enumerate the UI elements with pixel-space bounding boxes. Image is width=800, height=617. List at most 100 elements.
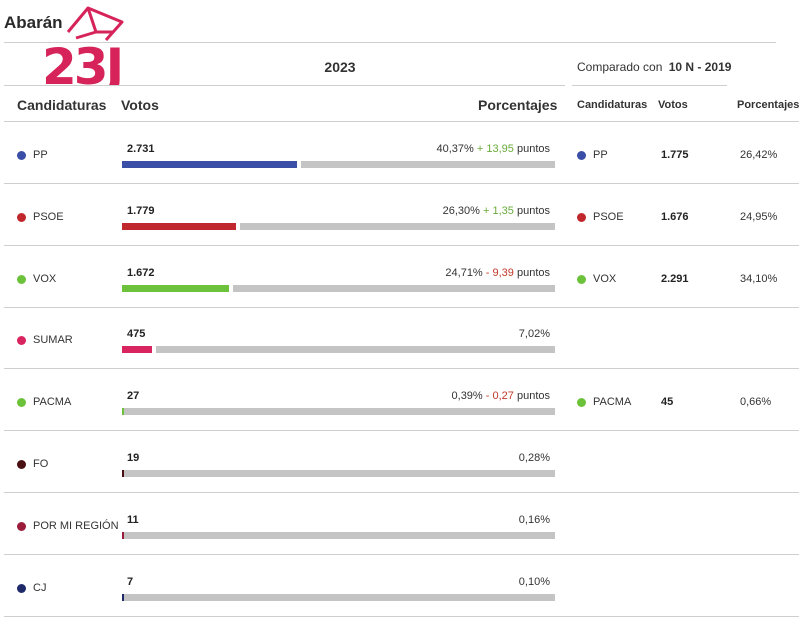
compare-party-percentage: 0,66% (740, 396, 772, 409)
row-divider (4, 306, 799, 308)
percentage-value: 7,02% (518, 328, 550, 341)
party-row: PSOE 1.779 26,30% + 1,35 puntos PSOE 1.676 24… (0, 184, 800, 246)
party-color-dot (17, 151, 26, 160)
compare-party-name: VOX (593, 272, 617, 285)
vote-bar-track (122, 470, 555, 477)
row-divider (4, 553, 799, 555)
title-underline (4, 42, 776, 43)
party-votes: 11 (127, 513, 139, 526)
party-row: PP 2.731 40,37% + 13,95 puntos PP 1.775 26,42… (0, 122, 800, 184)
compare-header-candidaturas: Candidaturas (577, 99, 648, 111)
vote-bar-track (122, 222, 555, 230)
compare-party-votes: 1.676 (661, 210, 689, 223)
svg-text:23J: 23J (42, 38, 121, 86)
vote-bar-fill (122, 222, 236, 230)
party-color-dot (17, 583, 26, 593)
compare-top-line (572, 85, 727, 86)
place-title: Abarán (4, 13, 63, 32)
party-name: FO (33, 458, 49, 470)
compare-party-color-dot (577, 398, 586, 408)
row-divider (4, 183, 799, 184)
percentage-value: 0,39% (451, 390, 483, 403)
party-votes: 2.731 (127, 143, 155, 155)
party-row: FO 19 0,28% (0, 431, 800, 493)
party-color-dot (17, 212, 26, 222)
vote-bar-fill (122, 470, 124, 477)
party-votes: 19 (127, 452, 140, 464)
party-row: PACMA 27 0,39% - 0,27 puntos PACMA 45 0,66% (0, 369, 800, 432)
compare-header-porcentajes: Porcentajes (737, 99, 800, 111)
party-color-dot (17, 460, 26, 469)
party-votes: 1.779 (127, 204, 155, 217)
compare-party-name: PP (593, 149, 608, 161)
party-name: SUMAR (33, 334, 73, 347)
compare-party-name: PACMA (593, 396, 632, 409)
compare-header-votos: Votos (658, 99, 688, 111)
vote-bar-track (122, 531, 555, 539)
party-color-dot (17, 521, 26, 531)
vote-bar-fill (122, 593, 124, 601)
compare-party-votes: 45 (661, 396, 674, 409)
party-percentage: 0,39% - 0,27 puntos (452, 390, 550, 402)
party-row: CJ 7 0,10% (0, 555, 800, 617)
header-bottom-line (4, 121, 799, 122)
compare-party-votes: 2.291 (661, 272, 689, 285)
compare-party-percentage: 26,42% (740, 149, 778, 161)
vote-bar-gap (235, 222, 240, 230)
compare-party-name: PSOE (593, 210, 624, 223)
percentage-delta: + 13,95 (473, 143, 514, 155)
row-divider (4, 615, 799, 617)
row-divider (4, 492, 799, 493)
party-votes: 1.672 (127, 266, 155, 279)
header-candidaturas: Candidaturas (17, 97, 107, 113)
party-name: PP (33, 149, 48, 161)
party-color-dot (17, 274, 26, 284)
party-color-dot (17, 336, 26, 346)
compare-party-votes: 1.775 (661, 149, 689, 161)
party-votes: 27 (127, 390, 140, 403)
percentage-value: 26,30% (442, 204, 480, 217)
percentage-delta: - 0,27 (482, 390, 514, 403)
percentage-value: 0,10% (518, 575, 550, 588)
vote-bar-gap (152, 346, 157, 354)
percentage-value: 0,16% (518, 513, 550, 526)
vote-bar-track (122, 284, 555, 292)
vote-bar-track (122, 593, 555, 601)
party-row: POR MI REGIÓN 11 0,16% (0, 493, 800, 555)
vote-bar-gap (228, 284, 233, 292)
party-name: PSOE (33, 210, 64, 223)
vote-bar-track (122, 346, 555, 354)
percentage-delta: - 9,39 (482, 266, 514, 279)
compare-party-percentage: 34,10% (740, 272, 778, 285)
percentage-value: 24,71% (445, 266, 483, 279)
row-divider (4, 244, 799, 246)
vote-bar-fill (122, 408, 124, 416)
delta-unit: puntos (513, 390, 550, 403)
vote-bar-gap (296, 161, 301, 168)
party-percentage: 40,37% + 13,95 puntos (437, 143, 550, 155)
header-votos: Votos (121, 97, 159, 113)
vote-bar-fill (122, 531, 124, 539)
party-name: POR MI REGIÓN (33, 519, 119, 532)
party-name: CJ (33, 581, 47, 594)
party-name: VOX (33, 272, 57, 285)
delta-unit: puntos (513, 204, 550, 217)
compare-prefix: Comparado con (577, 60, 663, 74)
party-percentage: 0,10% (519, 576, 550, 588)
party-percentage: 7,02% (519, 328, 550, 340)
vote-bar-fill (122, 161, 297, 168)
percentage-value: 40,37% (436, 143, 474, 155)
party-color-dot (17, 398, 26, 408)
compare-party-color-dot (577, 151, 586, 160)
delta-unit: puntos (513, 143, 550, 155)
compare-party-color-dot (577, 212, 586, 222)
party-row: VOX 1.672 24,71% - 9,39 puntos VOX 2.291 34,1… (0, 246, 800, 308)
party-percentage: 0,28% (519, 452, 550, 464)
party-votes: 7 (127, 575, 134, 588)
party-votes: 475 (127, 328, 146, 341)
party-name: PACMA (33, 396, 72, 409)
party-percentage: 0,16% (519, 514, 550, 526)
year-label: 2023 (324, 59, 356, 75)
vote-bar-fill (122, 284, 229, 292)
party-percentage: 26,30% + 1,35 puntos (443, 205, 550, 217)
